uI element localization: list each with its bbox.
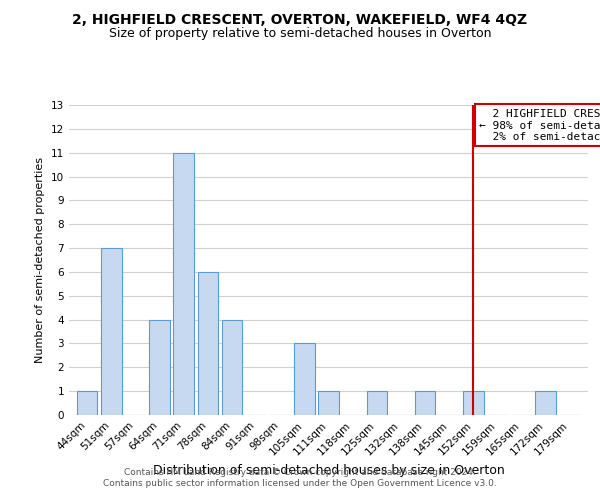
Bar <box>221 320 242 415</box>
Bar <box>101 248 122 415</box>
Text: Contains HM Land Registry data © Crown copyright and database right 2024.
Contai: Contains HM Land Registry data © Crown c… <box>103 468 497 487</box>
Y-axis label: Number of semi-detached properties: Number of semi-detached properties <box>35 157 46 363</box>
Bar <box>77 391 97 415</box>
Bar <box>294 344 314 415</box>
Bar <box>173 152 194 415</box>
Text: 2, HIGHFIELD CRESCENT, OVERTON, WAKEFIELD, WF4 4QZ: 2, HIGHFIELD CRESCENT, OVERTON, WAKEFIEL… <box>73 12 527 26</box>
Bar <box>463 391 484 415</box>
Bar <box>535 391 556 415</box>
Bar <box>197 272 218 415</box>
Text: 2 HIGHFIELD CRESCENT: 150sqm
← 98% of semi-detached houses are smaller (44)
  2%: 2 HIGHFIELD CRESCENT: 150sqm ← 98% of se… <box>479 108 600 142</box>
Bar <box>367 391 387 415</box>
Bar <box>149 320 170 415</box>
Text: Size of property relative to semi-detached houses in Overton: Size of property relative to semi-detach… <box>109 28 491 40</box>
Bar <box>318 391 339 415</box>
X-axis label: Distribution of semi-detached houses by size in Overton: Distribution of semi-detached houses by … <box>152 464 505 476</box>
Bar <box>415 391 436 415</box>
